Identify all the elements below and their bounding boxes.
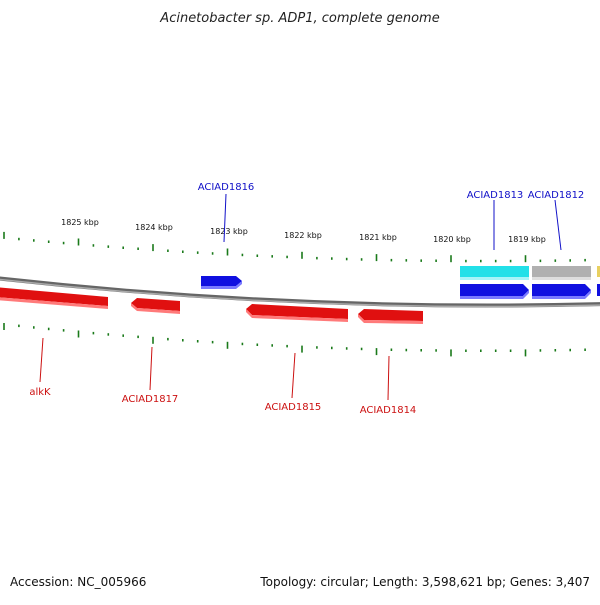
gene-ACIAD1814[interactable] xyxy=(358,309,423,324)
scale-label-1819: 1819 kbp xyxy=(508,235,546,244)
leader-ACIAD1812 xyxy=(554,199,562,251)
gene-label-ACIAD1815[interactable]: ACIAD1815 xyxy=(265,402,322,413)
leader-alkK xyxy=(39,337,44,383)
scale-label-1821: 1821 kbp xyxy=(359,233,397,242)
gene-label-ACIAD1816[interactable]: ACIAD1816 xyxy=(198,182,255,193)
scale-ticks-bottom xyxy=(3,323,586,357)
scale-label-1820: 1820 kbp xyxy=(433,235,471,244)
genome-backbone xyxy=(0,276,600,308)
gene-label-ACIAD1812[interactable]: ACIAD1812 xyxy=(528,190,585,201)
gene-ACIAD1812-gray[interactable] xyxy=(532,266,591,280)
gene-label-ACIAD1813[interactable]: ACIAD1813 xyxy=(467,190,524,201)
gene-ACIAD1816[interactable] xyxy=(201,276,242,289)
leader-ACIAD1815 xyxy=(291,352,296,399)
gene-ACIAD1813-forward[interactable] xyxy=(460,284,529,299)
gene-label-alkK[interactable]: alkK xyxy=(29,387,51,398)
gene-label-ACIAD1814[interactable]: ACIAD1814 xyxy=(360,405,417,416)
map-title: Acinetobacter sp. ADP1, complete genome xyxy=(159,11,439,26)
scale-label-1824: 1824 kbp xyxy=(135,223,173,232)
scale-label-1825: 1825 kbp xyxy=(61,218,99,227)
gene-ACIAD1813-cyan[interactable] xyxy=(460,266,529,280)
scale-label-1823: 1823 kbp xyxy=(210,227,248,236)
leader-ACIAD1817 xyxy=(149,346,153,391)
scale-ticks-top xyxy=(3,231,586,263)
gene-label-ACIAD1817[interactable]: ACIAD1817 xyxy=(122,394,179,405)
gene-alkK[interactable] xyxy=(0,287,108,309)
leader-ACIAD1816 xyxy=(223,193,227,243)
gene-edge-partial[interactable] xyxy=(597,266,600,277)
leader-ACIAD1814 xyxy=(387,355,390,401)
scale-label-1822: 1822 kbp xyxy=(284,231,322,240)
gene-ACIAD1817[interactable] xyxy=(131,298,180,314)
topology-summary-text: Topology: circular; Length: 3,598,621 bp… xyxy=(259,575,590,589)
genome-backbone-highlight xyxy=(0,278,600,308)
gene-ACIAD1812-forward[interactable] xyxy=(532,284,591,299)
gene-edge-partial-forward[interactable] xyxy=(597,284,600,296)
gene-ACIAD1815[interactable] xyxy=(246,304,348,322)
accession-text: Accession: NC_005966 xyxy=(10,575,146,589)
